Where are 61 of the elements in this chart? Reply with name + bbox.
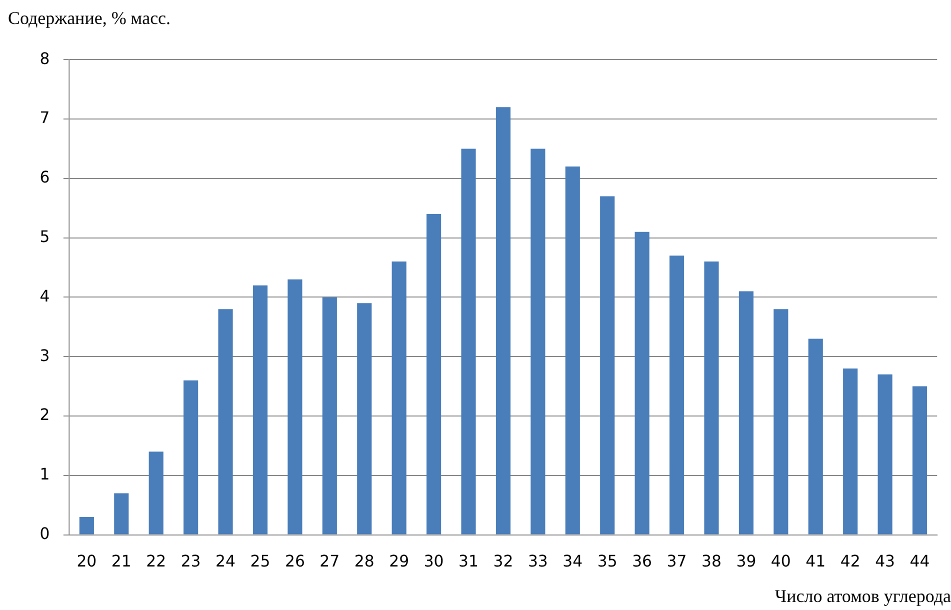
x-tick-label: 28	[354, 551, 374, 571]
x-tick-label: 36	[632, 551, 652, 571]
bar	[114, 493, 129, 534]
bar	[600, 196, 615, 534]
bar	[496, 107, 511, 534]
bar	[184, 380, 198, 534]
bar	[148, 452, 164, 534]
x-tick-label: 32	[493, 551, 514, 571]
x-tick-label: 42	[840, 551, 860, 571]
x-tick-label: 27	[320, 551, 340, 571]
bar	[669, 256, 684, 534]
x-tick-label: 44	[910, 551, 930, 571]
x-tick-label: 23	[180, 551, 201, 571]
bar	[808, 338, 823, 534]
x-tick-label: 24	[216, 551, 236, 571]
y-tick-label: 5	[40, 226, 50, 246]
bar	[738, 291, 754, 534]
y-tick-label: 1	[40, 464, 50, 484]
y-tick-label: 4	[40, 286, 50, 306]
y-axis-title: Содержание, % масс.	[8, 8, 171, 29]
x-tick-label: 35	[597, 551, 618, 571]
x-tick-label: 22	[146, 551, 166, 571]
y-tick-label: 7	[40, 108, 50, 128]
x-tick-label: 31	[458, 551, 478, 571]
bar	[530, 148, 546, 534]
x-tick-label: 29	[389, 551, 410, 571]
x-tick-label: 43	[875, 551, 896, 571]
x-tick-label: 26	[284, 551, 305, 571]
x-tick-label: 30	[424, 551, 444, 571]
bar	[878, 374, 892, 534]
y-tick-label: 2	[40, 405, 50, 424]
y-tick-label: 3	[40, 346, 50, 365]
bar	[912, 386, 928, 534]
x-tick-label: 33	[528, 551, 548, 571]
bar	[392, 262, 406, 534]
x-tick-label: 25	[250, 551, 270, 571]
bar	[704, 262, 719, 534]
x-tick-label: 20	[76, 551, 97, 571]
bar	[252, 285, 268, 534]
x-axis-title: Число атомов углерода	[774, 586, 951, 607]
bar	[79, 516, 94, 534]
bar	[843, 368, 858, 534]
x-tick-label: 40	[770, 551, 791, 571]
bar	[634, 232, 650, 534]
bar	[461, 148, 476, 534]
x-tick-label: 39	[736, 551, 756, 571]
bar	[288, 279, 302, 534]
bar	[426, 214, 442, 534]
x-tick-label: 41	[806, 551, 826, 571]
bar	[565, 166, 580, 534]
bar	[774, 309, 788, 534]
y-tick-label: 8	[40, 48, 50, 68]
bar	[357, 303, 372, 534]
y-tick-label: 0	[40, 524, 50, 543]
bar	[218, 309, 233, 534]
x-tick-label: 37	[666, 551, 687, 571]
x-tick-label: 34	[562, 551, 583, 571]
x-tick-label: 21	[111, 551, 132, 571]
bar	[322, 297, 337, 534]
x-tick-label: 38	[702, 551, 722, 571]
y-tick-label: 6	[40, 167, 50, 187]
